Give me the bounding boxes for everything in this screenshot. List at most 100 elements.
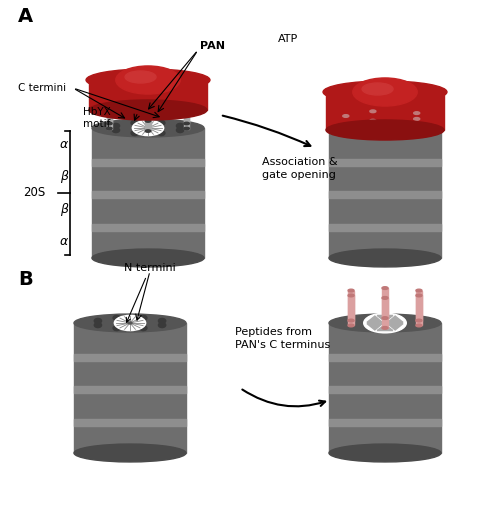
Ellipse shape (74, 444, 186, 462)
Ellipse shape (329, 119, 441, 137)
Ellipse shape (128, 322, 132, 324)
Bar (145, 115, 151, 131)
Ellipse shape (92, 119, 204, 137)
Polygon shape (367, 316, 382, 322)
Bar (382, 298, 388, 328)
Bar (348, 295, 354, 325)
Ellipse shape (131, 131, 138, 135)
Bar (106, 108, 112, 124)
Bar (74, 419, 186, 426)
Text: B: B (18, 270, 33, 289)
Ellipse shape (370, 110, 376, 113)
Bar (382, 288, 388, 318)
Bar (326, 92, 444, 130)
Ellipse shape (382, 287, 388, 289)
Bar (329, 323, 441, 453)
Ellipse shape (158, 131, 165, 135)
Bar (184, 112, 190, 129)
Ellipse shape (382, 327, 388, 329)
Ellipse shape (92, 249, 204, 267)
Bar (329, 353, 441, 361)
Text: A: A (18, 7, 33, 26)
Ellipse shape (114, 315, 146, 330)
Bar (92, 191, 204, 198)
Text: ATP: ATP (278, 34, 298, 44)
Ellipse shape (158, 319, 166, 323)
Polygon shape (388, 324, 403, 330)
Ellipse shape (414, 130, 420, 132)
Bar (329, 159, 441, 166)
Ellipse shape (382, 317, 388, 320)
Ellipse shape (414, 124, 420, 126)
Ellipse shape (370, 122, 376, 125)
Bar (92, 224, 204, 231)
Ellipse shape (348, 289, 354, 292)
Ellipse shape (326, 120, 444, 140)
Ellipse shape (364, 313, 406, 333)
Polygon shape (377, 325, 393, 330)
Ellipse shape (176, 124, 184, 128)
Text: α: α (60, 235, 68, 248)
Ellipse shape (89, 100, 207, 120)
Ellipse shape (145, 120, 151, 122)
Ellipse shape (384, 322, 386, 324)
Ellipse shape (106, 106, 112, 109)
Bar (89, 80, 207, 110)
Ellipse shape (94, 323, 102, 328)
Text: α: α (60, 138, 68, 151)
Ellipse shape (370, 131, 376, 134)
Ellipse shape (362, 83, 393, 95)
Ellipse shape (132, 121, 164, 135)
Ellipse shape (106, 127, 112, 130)
Ellipse shape (158, 121, 165, 125)
Text: gate opening: gate opening (262, 170, 336, 180)
Bar (343, 116, 349, 128)
Ellipse shape (353, 78, 417, 106)
Ellipse shape (131, 121, 138, 125)
Text: Association &: Association & (262, 157, 338, 167)
Bar (414, 119, 420, 131)
Ellipse shape (329, 444, 441, 462)
Ellipse shape (146, 127, 150, 129)
Bar (74, 386, 186, 393)
Ellipse shape (158, 323, 166, 328)
Ellipse shape (416, 294, 422, 297)
Text: β: β (60, 170, 68, 183)
Bar (348, 290, 354, 321)
Ellipse shape (370, 120, 376, 122)
Polygon shape (377, 315, 393, 322)
Ellipse shape (106, 122, 112, 125)
Ellipse shape (414, 112, 420, 114)
Ellipse shape (176, 128, 184, 132)
Ellipse shape (416, 324, 422, 327)
Ellipse shape (414, 117, 420, 120)
Ellipse shape (86, 69, 210, 91)
Ellipse shape (140, 315, 147, 320)
Ellipse shape (145, 130, 151, 132)
Bar (416, 295, 422, 325)
Bar (329, 386, 441, 393)
Ellipse shape (184, 122, 190, 125)
Text: PAN: PAN (200, 41, 225, 51)
Bar (184, 108, 190, 124)
Ellipse shape (323, 81, 447, 103)
Bar (92, 128, 204, 258)
Text: 20S: 20S (23, 187, 45, 200)
Ellipse shape (329, 249, 441, 267)
Bar (414, 113, 420, 125)
Ellipse shape (184, 127, 190, 130)
Polygon shape (367, 324, 382, 330)
Ellipse shape (113, 315, 120, 320)
Bar (370, 121, 376, 133)
Bar (145, 105, 151, 121)
Bar (74, 353, 186, 361)
Ellipse shape (140, 326, 147, 330)
Ellipse shape (74, 314, 186, 332)
Bar (329, 419, 441, 426)
Bar (92, 159, 204, 166)
Ellipse shape (106, 111, 112, 114)
Ellipse shape (125, 71, 156, 83)
Ellipse shape (329, 314, 441, 332)
Ellipse shape (116, 66, 180, 94)
Ellipse shape (112, 128, 119, 132)
